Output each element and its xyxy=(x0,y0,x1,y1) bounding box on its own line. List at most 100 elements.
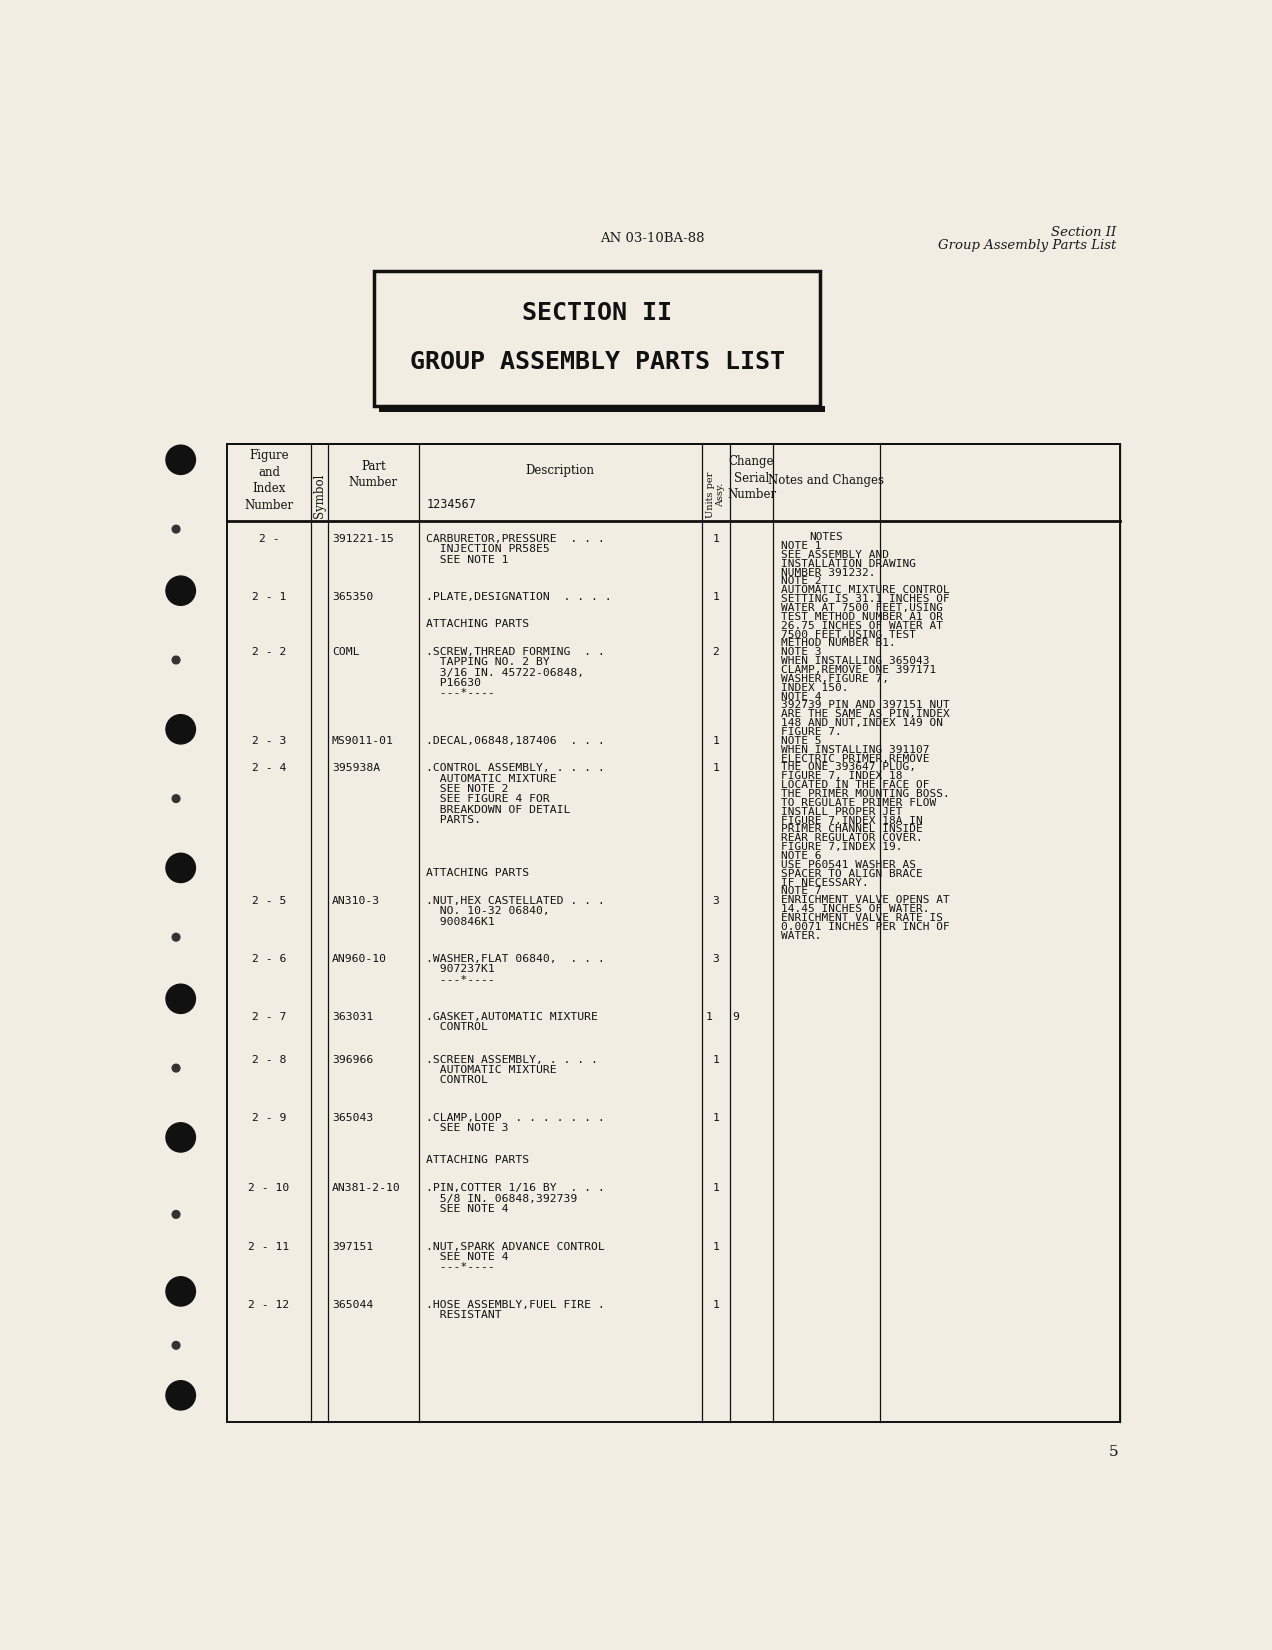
Text: NOTE 6: NOTE 6 xyxy=(781,851,820,861)
Text: 397151: 397151 xyxy=(332,1241,373,1251)
Text: NOTES: NOTES xyxy=(809,533,843,543)
Text: 2 - 12: 2 - 12 xyxy=(248,1300,290,1310)
Text: 2: 2 xyxy=(712,647,719,657)
Text: PARTS.: PARTS. xyxy=(426,815,481,825)
Circle shape xyxy=(165,446,196,475)
Text: ARE THE SAME AS PIN,INDEX: ARE THE SAME AS PIN,INDEX xyxy=(781,710,949,719)
Text: Change
Serial
Number: Change Serial Number xyxy=(726,455,776,502)
Text: NOTE 2: NOTE 2 xyxy=(781,576,820,586)
Text: WATER AT 7500 FEET,USING: WATER AT 7500 FEET,USING xyxy=(781,602,943,614)
Text: CARBURETOR,PRESSURE  . . .: CARBURETOR,PRESSURE . . . xyxy=(426,533,605,544)
Text: WASHER,FIGURE 7,: WASHER,FIGURE 7, xyxy=(781,673,889,683)
Text: 1234567: 1234567 xyxy=(426,498,476,512)
Text: 2 - 3: 2 - 3 xyxy=(252,736,286,746)
Text: Description: Description xyxy=(525,464,594,477)
Circle shape xyxy=(165,714,196,744)
Text: Notes and Changes: Notes and Changes xyxy=(768,474,884,487)
Text: SEE NOTE 3: SEE NOTE 3 xyxy=(426,1124,509,1134)
Text: 2 - 9: 2 - 9 xyxy=(252,1112,286,1122)
Text: SETTING IS 31.1 INCHES OF: SETTING IS 31.1 INCHES OF xyxy=(781,594,949,604)
Text: 2 - 1: 2 - 1 xyxy=(252,592,286,602)
Circle shape xyxy=(172,525,179,533)
Text: ---*----: ---*---- xyxy=(426,688,495,698)
Text: 2 -: 2 - xyxy=(258,533,280,544)
Text: NOTE 3: NOTE 3 xyxy=(781,647,820,657)
Text: FIGURE 7, INDEX 18: FIGURE 7, INDEX 18 xyxy=(781,771,902,780)
Text: AN 03-10BA-88: AN 03-10BA-88 xyxy=(599,231,705,244)
Text: .WASHER,FLAT 06840,  . . .: .WASHER,FLAT 06840, . . . xyxy=(426,954,605,964)
Text: Part
Number: Part Number xyxy=(349,460,398,490)
Text: .PIN,COTTER 1/16 BY  . . .: .PIN,COTTER 1/16 BY . . . xyxy=(426,1183,605,1193)
Text: THE ONE 393647 PLUG,: THE ONE 393647 PLUG, xyxy=(781,762,916,772)
Text: .DECAL,06848,187406  . . .: .DECAL,06848,187406 . . . xyxy=(426,736,605,746)
Text: 2 - 5: 2 - 5 xyxy=(252,896,286,906)
Text: REAR REGULATOR COVER.: REAR REGULATOR COVER. xyxy=(781,833,922,843)
Text: ATTACHING PARTS: ATTACHING PARTS xyxy=(426,1155,529,1165)
Text: COML: COML xyxy=(332,647,359,657)
Text: 1: 1 xyxy=(712,592,719,602)
Text: 5/8 IN. 06848,392739: 5/8 IN. 06848,392739 xyxy=(426,1193,577,1204)
Circle shape xyxy=(172,1211,179,1218)
Text: NOTE 1: NOTE 1 xyxy=(781,541,820,551)
Text: .HOSE ASSEMBLY,FUEL FIRE .: .HOSE ASSEMBLY,FUEL FIRE . xyxy=(426,1300,605,1310)
Text: 1: 1 xyxy=(712,762,719,774)
Text: 2 - 2: 2 - 2 xyxy=(252,647,286,657)
Text: NUMBER 391232.: NUMBER 391232. xyxy=(781,568,875,577)
Text: 392739 PIN AND 397151 NUT: 392739 PIN AND 397151 NUT xyxy=(781,700,949,711)
Text: 900846K1: 900846K1 xyxy=(426,917,495,927)
Text: FIGURE 7,INDEX 18A IN: FIGURE 7,INDEX 18A IN xyxy=(781,815,922,825)
Text: Symbol: Symbol xyxy=(313,474,326,518)
Text: 907237K1: 907237K1 xyxy=(426,964,495,975)
Text: 1: 1 xyxy=(712,1054,719,1064)
Circle shape xyxy=(165,1277,196,1307)
Text: IF NECESSARY.: IF NECESSARY. xyxy=(781,878,869,888)
Circle shape xyxy=(172,1341,179,1350)
Text: 2 - 8: 2 - 8 xyxy=(252,1054,286,1064)
Text: 395938A: 395938A xyxy=(332,762,380,774)
Text: WHEN INSTALLING 391107: WHEN INSTALLING 391107 xyxy=(781,744,929,754)
Text: SEE NOTE 1: SEE NOTE 1 xyxy=(426,554,509,564)
Text: METHOD NUMBER B1.: METHOD NUMBER B1. xyxy=(781,639,895,648)
Text: NOTE 7: NOTE 7 xyxy=(781,886,820,896)
Text: .GASKET,AUTOMATIC MIXTURE: .GASKET,AUTOMATIC MIXTURE xyxy=(426,1011,598,1021)
Text: FIGURE 7.: FIGURE 7. xyxy=(781,728,841,738)
Text: .NUT,HEX CASTELLATED . . .: .NUT,HEX CASTELLATED . . . xyxy=(426,896,605,906)
Text: .SCREEN ASSEMBLY, . . . .: .SCREEN ASSEMBLY, . . . . xyxy=(426,1054,598,1064)
Circle shape xyxy=(165,1122,196,1152)
Text: SEE FIGURE 4 FOR: SEE FIGURE 4 FOR xyxy=(426,794,550,804)
Circle shape xyxy=(165,1381,196,1411)
Text: NOTE 4: NOTE 4 xyxy=(781,691,820,701)
Circle shape xyxy=(172,657,179,663)
Text: 148 AND NUT,INDEX 149 ON: 148 AND NUT,INDEX 149 ON xyxy=(781,718,943,728)
Text: 2 - 11: 2 - 11 xyxy=(248,1241,290,1251)
Text: 365044: 365044 xyxy=(332,1300,373,1310)
Text: AUTOMATIC MIXTURE: AUTOMATIC MIXTURE xyxy=(426,774,557,784)
Text: 26.75 INCHES OF WATER AT: 26.75 INCHES OF WATER AT xyxy=(781,620,943,630)
Text: 396966: 396966 xyxy=(332,1054,373,1064)
Text: LOCATED IN THE FACE OF: LOCATED IN THE FACE OF xyxy=(781,780,929,790)
Text: P16630: P16630 xyxy=(426,678,481,688)
Text: .PLATE,DESIGNATION  . . . .: .PLATE,DESIGNATION . . . . xyxy=(426,592,612,602)
Text: 5: 5 xyxy=(1109,1444,1118,1459)
Text: THE PRIMER MOUNTING BOSS.: THE PRIMER MOUNTING BOSS. xyxy=(781,789,949,799)
Text: INSTALLATION DRAWING: INSTALLATION DRAWING xyxy=(781,559,916,569)
Text: ---*----: ---*---- xyxy=(426,975,495,985)
Text: GROUP ASSEMBLY PARTS LIST: GROUP ASSEMBLY PARTS LIST xyxy=(410,350,785,375)
Text: 1: 1 xyxy=(706,1011,712,1021)
Text: 9: 9 xyxy=(733,1011,739,1021)
Text: .CLAMP,LOOP  . . . . . . .: .CLAMP,LOOP . . . . . . . xyxy=(426,1112,605,1122)
Circle shape xyxy=(165,576,196,606)
Text: 363031: 363031 xyxy=(332,1011,373,1021)
Text: USE P60541 WASHER AS: USE P60541 WASHER AS xyxy=(781,860,916,870)
Text: AN310-3: AN310-3 xyxy=(332,896,380,906)
Text: 2 - 4: 2 - 4 xyxy=(252,762,286,774)
Text: PRIMER CHANNEL INSIDE: PRIMER CHANNEL INSIDE xyxy=(781,825,922,835)
Text: Figure
and
Index
Number: Figure and Index Number xyxy=(244,449,294,512)
Text: AUTOMATIC MIXTURE: AUTOMATIC MIXTURE xyxy=(426,1066,557,1076)
Text: MS9011-01: MS9011-01 xyxy=(332,736,394,746)
Text: 14.45 INCHES OF WATER.: 14.45 INCHES OF WATER. xyxy=(781,904,929,914)
Text: Section II: Section II xyxy=(1051,226,1116,239)
Text: ATTACHING PARTS: ATTACHING PARTS xyxy=(426,868,529,878)
Text: WATER.: WATER. xyxy=(781,931,820,940)
Text: .NUT,SPARK ADVANCE CONTROL: .NUT,SPARK ADVANCE CONTROL xyxy=(426,1241,605,1251)
